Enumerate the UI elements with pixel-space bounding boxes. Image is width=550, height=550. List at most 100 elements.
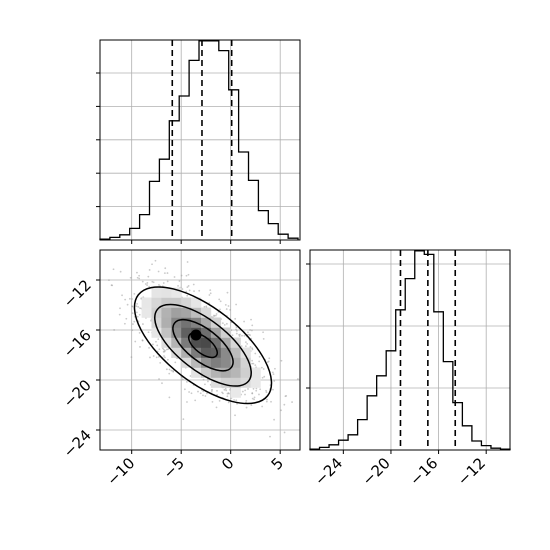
scatter-point [268, 357, 271, 360]
scatter-point [181, 288, 184, 290]
scatter-point [259, 388, 262, 391]
histogram-x-quantile-lines [171, 40, 233, 240]
density-pixel [191, 307, 202, 318]
scatter-point [154, 259, 157, 262]
scatter-point [251, 329, 253, 332]
scatter-point [262, 337, 265, 340]
scatter-point [166, 272, 169, 274]
scatter-point [133, 320, 136, 323]
scatter-point [223, 388, 226, 391]
scatter-point [133, 292, 136, 295]
scatter-point [245, 406, 248, 409]
joint-density-panel: −10 −5 0 5 −12 −16 −20 −24 [60, 249, 301, 489]
scatter-point [136, 315, 139, 318]
scatter-point [252, 387, 255, 390]
histogram-x-panel [96, 39, 301, 244]
scatter-point [135, 305, 138, 308]
scatter-point [218, 298, 221, 301]
scatter-point [161, 347, 164, 350]
scatter-point [280, 409, 282, 412]
density-pixel [200, 307, 212, 318]
scatter-point [193, 290, 195, 293]
scatter-point [245, 399, 248, 402]
scatter-point [210, 390, 213, 393]
density-pixel [250, 367, 261, 378]
scatter-point [258, 355, 261, 358]
scatter-point [183, 388, 186, 391]
scatter-point [258, 393, 260, 396]
scatter-point [108, 279, 110, 282]
density-pixel [171, 287, 182, 298]
scatter-point [146, 282, 149, 284]
scatter-point [263, 375, 266, 378]
density-pixel [181, 327, 192, 338]
scatter-point [250, 404, 253, 406]
scatter-point [238, 335, 241, 337]
scatter-point [123, 322, 126, 325]
density-pixel [220, 377, 231, 388]
scatter-point [151, 280, 154, 283]
scatter-point [291, 401, 293, 403]
scatter-point [186, 380, 188, 383]
scatter-point [168, 368, 171, 371]
scatter-point [168, 396, 171, 399]
scatter-point [247, 333, 250, 336]
scatter-point [253, 398, 255, 401]
histogram-y-xtick-label: −12 [454, 454, 489, 489]
scatter-point [244, 345, 247, 348]
scatter-point [148, 346, 150, 349]
scatter-point [274, 367, 276, 370]
density-pixel [181, 297, 192, 308]
scatter-point [147, 331, 150, 334]
scatter-point [261, 405, 264, 408]
histogram-y-xtick-label: −16 [406, 454, 441, 489]
scatter-point [138, 313, 141, 316]
density-contour [187, 332, 219, 359]
density-pixel [171, 337, 182, 348]
scatter-point [180, 274, 183, 277]
scatter-point [273, 418, 275, 421]
density-pixel [200, 317, 212, 328]
scatter-point [227, 401, 230, 404]
scatter-point [206, 392, 208, 395]
scatter-point [202, 378, 205, 381]
density-pixel [210, 327, 222, 338]
scatter-point [190, 392, 193, 395]
scatter-point [235, 332, 238, 335]
scatter-point [131, 298, 133, 300]
density-pixel [240, 357, 251, 368]
scatter-point [134, 340, 137, 343]
scatter-point [138, 331, 141, 334]
density-pixel [230, 387, 241, 398]
scatter-point [214, 314, 217, 317]
scatter-point [135, 311, 138, 314]
density-pixel [220, 337, 231, 348]
histogram-x-ticks [96, 72, 281, 244]
scatter-point [258, 360, 261, 363]
scatter-point [149, 356, 151, 359]
histogram-y-xtick-label: −20 [359, 454, 394, 489]
scatter-point [189, 375, 192, 377]
joint-xtick-label: −10 [103, 454, 138, 489]
density-pixel [210, 317, 222, 328]
scatter-point [208, 294, 211, 296]
scatter-point [188, 391, 191, 393]
scatter-point [118, 313, 121, 316]
scatter-point [224, 303, 227, 306]
scatter-point [218, 399, 221, 402]
scatter-point [173, 276, 176, 278]
scatter-point [251, 348, 254, 351]
scatter-point [158, 378, 160, 380]
scatter-point [136, 276, 139, 279]
density-pixel [141, 307, 152, 318]
scatter-point [121, 294, 123, 297]
density-pixel [151, 307, 162, 318]
scatter-point [186, 261, 189, 263]
scatter-point [272, 388, 274, 391]
scatter-point [215, 406, 218, 409]
joint-xtick-label: 0 [218, 454, 237, 473]
joint-density-x-ticks: −10 −5 0 5 [103, 450, 287, 489]
scatter-point [159, 361, 162, 364]
density-pixel [161, 297, 172, 308]
joint-xtick-label: −5 [160, 454, 188, 482]
